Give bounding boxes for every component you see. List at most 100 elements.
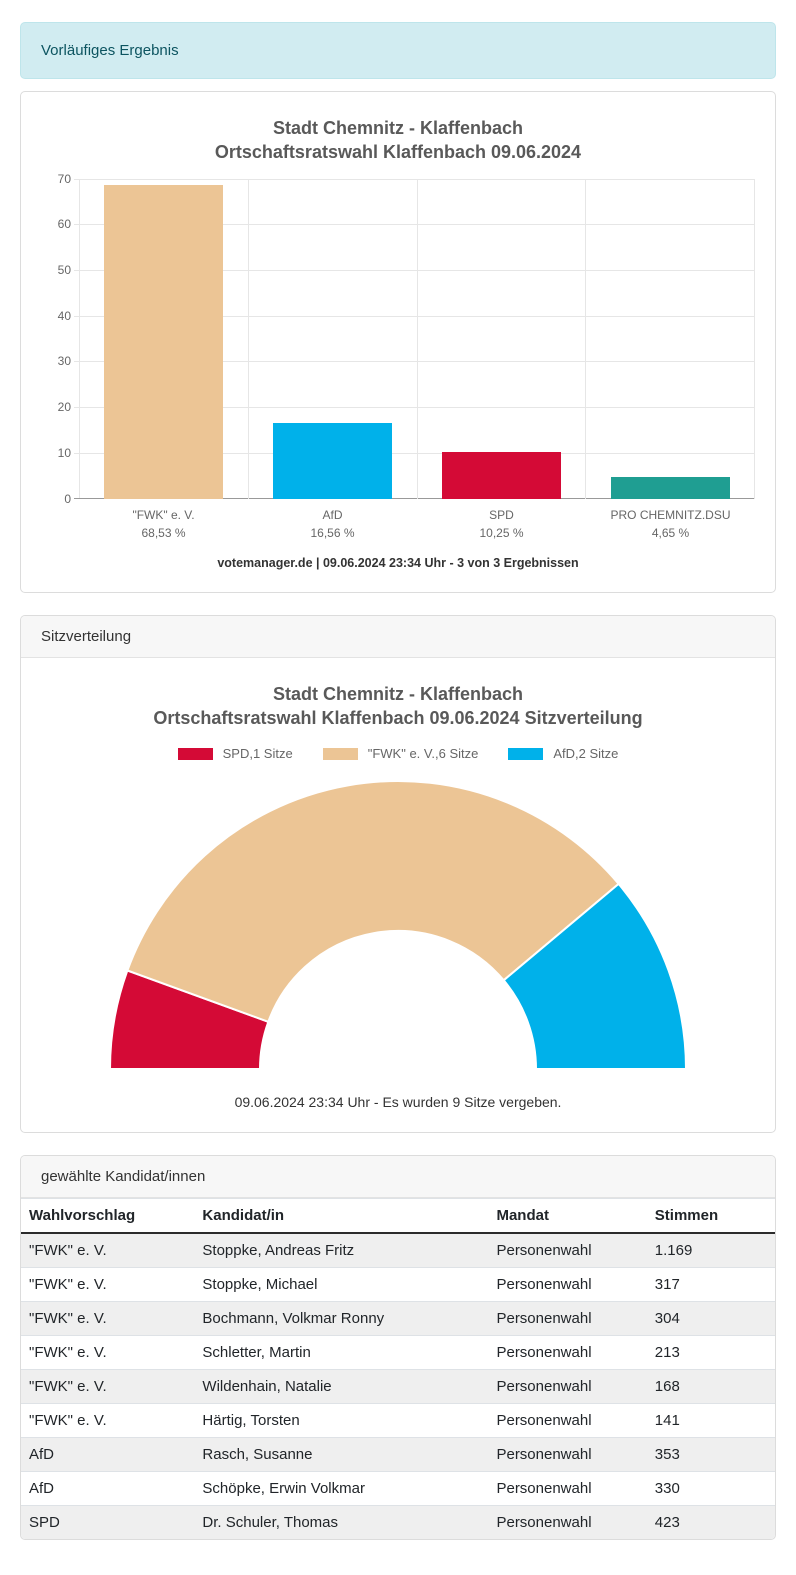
cell-stimmen: 1.169 xyxy=(646,1232,775,1268)
candidates-table-header-row: Wahlvorschlag Kandidat/in Mandat Stimmen xyxy=(21,1198,775,1235)
bar-chart-y-axis: 0 10 20 30 40 50 60 70 xyxy=(41,172,79,506)
seat-donut-svg xyxy=(108,780,688,1071)
y-tick-label: 50 xyxy=(57,263,71,278)
donut-chart-legend: SPD,1 Sitze "FWK" e. V.,6 Sitze AfD,2 Sitz… xyxy=(41,746,755,761)
cell-mandat: Personenwahl xyxy=(488,1403,647,1438)
bar-column xyxy=(586,178,755,499)
bar-column xyxy=(80,178,249,499)
table-row: "FWK" e. V. Stoppke, Andreas Fritz Persone… xyxy=(21,1232,775,1268)
results-page: Vorläufiges Ergebnis Stadt Chemnitz - Kl… xyxy=(20,22,776,1541)
donut-segment--fwk-e-v- xyxy=(126,780,621,1024)
x-axis-line xyxy=(74,497,755,499)
cell-wahlvorschlag: "FWK" e. V. xyxy=(21,1403,195,1438)
y-tick-label: 70 xyxy=(57,171,71,186)
y-tick-label: 0 xyxy=(64,491,71,506)
cell-mandat: Personenwahl xyxy=(488,1471,647,1506)
table-row: "FWK" e. V. Bochmann, Volkmar Ronny Person… xyxy=(21,1301,775,1336)
bar-chart: 0 10 20 30 40 50 60 70 xyxy=(41,172,755,506)
y-tick-label: 30 xyxy=(57,354,71,369)
seat-distribution-header: Sitzverteilung xyxy=(21,615,775,658)
legend-swatch xyxy=(322,747,358,760)
seat-distribution-card: Sitzverteilung Stadt Chemnitz - Klaffenb… xyxy=(20,614,776,1134)
cell-mandat: Personenwahl xyxy=(488,1301,647,1336)
table-row: "FWK" e. V. Stoppke, Michael Personenwahl 3… xyxy=(21,1267,775,1302)
bar-chart-title-line1: Stadt Chemnitz - Klaffenbach xyxy=(272,118,523,138)
column-header-stimmen: Stimmen xyxy=(646,1198,775,1235)
gridline xyxy=(74,407,755,409)
table-row: AfD Schöpke, Erwin Volkmar Personenwahl 330 xyxy=(21,1471,775,1506)
donut-segment-afd xyxy=(502,882,688,1071)
cell-mandat: Personenwahl xyxy=(488,1505,647,1540)
y-tick-label: 40 xyxy=(57,308,71,323)
cell-kandidat: Bochmann, Volkmar Ronny xyxy=(194,1301,489,1336)
cell-kandidat: Härtig, Torsten xyxy=(194,1403,489,1438)
cell-mandat: Personenwahl xyxy=(488,1369,647,1404)
cell-wahlvorschlag: AfD xyxy=(21,1437,195,1472)
gridline xyxy=(74,452,755,454)
elected-candidates-header: gewählte Kandidat/innen xyxy=(21,1156,775,1199)
elected-candidates-card: gewählte Kandidat/innen Wahlvorschlag Ka… xyxy=(20,1155,776,1541)
donut-chart-title-line2: Ortschaftsratswahl Klaffenbach 09.06.202… xyxy=(153,707,643,728)
cell-stimmen: 330 xyxy=(646,1471,775,1506)
gridline xyxy=(74,224,755,226)
table-row: "FWK" e. V. Härtig, Torsten Personenwahl 14… xyxy=(21,1403,775,1438)
legend-item-afd[interactable]: AfD,2 Sitze xyxy=(508,746,618,761)
cell-mandat: Personenwahl xyxy=(488,1437,647,1472)
cell-stimmen: 353 xyxy=(646,1437,775,1472)
cell-mandat: Personenwahl xyxy=(488,1267,647,1302)
bar-chart-title-line2: Ortschaftsratswahl Klaffenbach 09.06.202… xyxy=(214,142,582,163)
column-header-mandat: Mandat xyxy=(488,1198,647,1235)
donut-chart-title-line1: Stadt Chemnitz - Klaffenbach xyxy=(272,683,523,704)
x-axis-label: PRO CHEMNITZ.DSU 4,65 % xyxy=(610,507,731,540)
cell-wahlvorschlag: AfD xyxy=(21,1471,195,1506)
table-row: "FWK" e. V. Schletter, Martin Personenwahl… xyxy=(21,1335,775,1370)
legend-swatch xyxy=(508,747,544,760)
banner-text: Vorläufiges Ergebnis xyxy=(41,42,179,59)
bar-column xyxy=(249,178,418,499)
column-header-wahlvorschlag: Wahlvorschlag xyxy=(21,1198,195,1235)
legend-label: AfD,2 Sitze xyxy=(553,746,619,762)
legend-label: SPD,1 Sitze xyxy=(222,746,293,762)
donut-chart-title: Stadt Chemnitz - Klaffenbach Ortschaftsr… xyxy=(41,682,755,731)
y-tick-label: 10 xyxy=(57,445,71,460)
y-tick-label: 20 xyxy=(57,400,71,415)
bar-chart-x-axis-labels: "FWK" e. V. 68,53 % AfD 16,56 % SPD 10,25 % PR… xyxy=(79,506,755,542)
cell-kandidat: Dr. Schuler, Thomas xyxy=(194,1505,489,1540)
column-header-kandidat: Kandidat/in xyxy=(194,1198,489,1235)
cell-stimmen: 213 xyxy=(646,1335,775,1370)
cell-wahlvorschlag: "FWK" e. V. xyxy=(21,1301,195,1336)
x-axis-label: AfD 16,56 % xyxy=(310,507,355,540)
cell-stimmen: 317 xyxy=(646,1267,775,1302)
y-tick-label: 60 xyxy=(57,217,71,232)
cell-stimmen: 168 xyxy=(646,1369,775,1404)
cell-wahlvorschlag: "FWK" e. V. xyxy=(21,1232,195,1268)
cell-kandidat: Stoppke, Michael xyxy=(194,1267,489,1302)
table-row: AfD Rasch, Susanne Personenwahl 353 xyxy=(21,1437,775,1472)
x-axis-label: SPD 10,25 % xyxy=(479,507,524,540)
legend-item-spd[interactable]: SPD,1 Sitze xyxy=(177,746,293,762)
table-row: SPD Dr. Schuler, Thomas Personenwahl 423 xyxy=(21,1505,775,1540)
cell-kandidat: Rasch, Susanne xyxy=(194,1437,489,1472)
cell-mandat: Personenwahl xyxy=(488,1335,647,1370)
results-bar-chart-card: Stadt Chemnitz - Klaffenbach Ortschaftsr… xyxy=(20,91,776,593)
gridline xyxy=(74,361,755,363)
gridline xyxy=(74,270,755,272)
bar-chart-title: Stadt Chemnitz - Klaffenbach Ortschaftsr… xyxy=(41,116,755,165)
table-row: "FWK" e. V. Wildenhain, Natalie Personenwa… xyxy=(21,1369,775,1404)
cell-mandat: Personenwahl xyxy=(488,1232,647,1268)
legend-swatch xyxy=(177,747,213,760)
cell-wahlvorschlag: "FWK" e. V. xyxy=(21,1335,195,1370)
cell-kandidat: Schöpke, Erwin Volkmar xyxy=(194,1471,489,1506)
bar-spd xyxy=(441,451,561,499)
bar-pro-chemnitz-dsu xyxy=(610,477,730,499)
seat-donut-caption: 09.06.2024 23:34 Uhr - Es wurden 9 Sitze… xyxy=(234,1094,562,1111)
preliminary-result-banner: Vorläufiges Ergebnis xyxy=(20,22,776,79)
gridline xyxy=(74,178,755,180)
legend-item--fwk-e-v-[interactable]: "FWK" e. V.,6 Sitze xyxy=(322,746,478,761)
gridline xyxy=(74,315,755,317)
cell-kandidat: Schletter, Martin xyxy=(194,1335,489,1370)
cell-wahlvorschlag: SPD xyxy=(21,1505,195,1540)
bar--fwk-e-v- xyxy=(104,185,224,499)
cell-wahlvorschlag: "FWK" e. V. xyxy=(21,1369,195,1404)
cell-stimmen: 423 xyxy=(646,1505,775,1540)
